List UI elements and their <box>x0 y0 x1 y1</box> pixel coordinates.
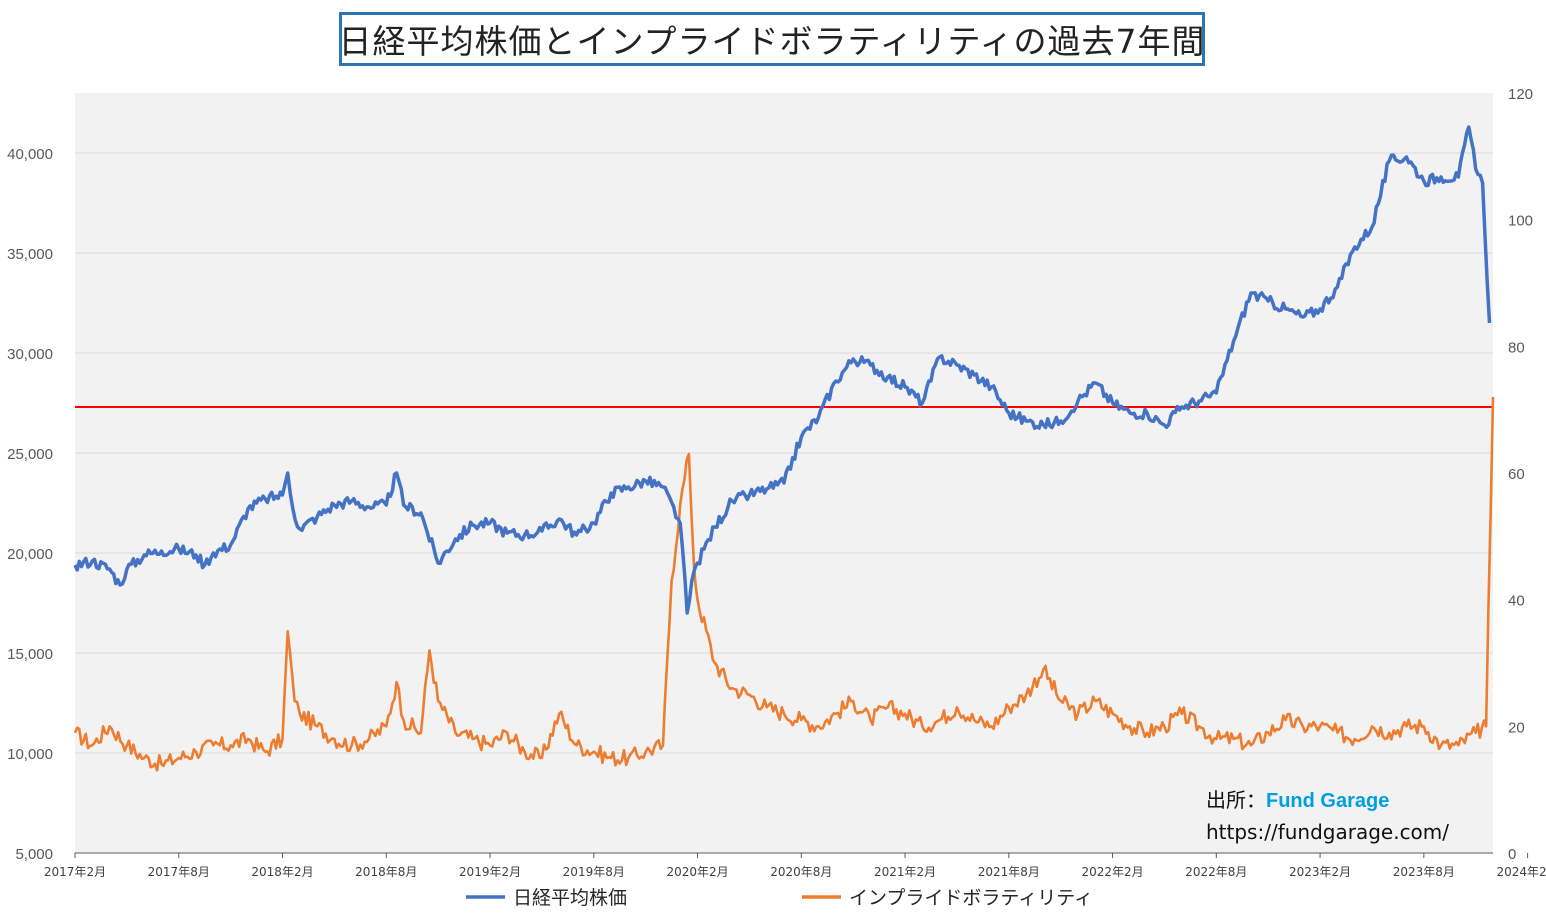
y-right-tick-label: 40 <box>1508 593 1525 610</box>
x-tick-label: 2017年8月 <box>148 865 210 879</box>
x-tick-label: 2021年8月 <box>978 865 1040 879</box>
y-left-tick-label: 15,000 <box>7 646 53 663</box>
source-label: 出所： <box>1206 788 1266 812</box>
legend-label-iv: インプライドボラティリティ <box>849 887 1093 909</box>
x-tick-label: 2020年2月 <box>666 865 728 879</box>
y-left-tick-label: 5,000 <box>15 846 53 863</box>
y-right-tick-label: 0 <box>1508 846 1516 863</box>
y-left-tick-label: 40,000 <box>7 146 53 163</box>
source-line: 出所：Fund Garage <box>1206 784 1389 813</box>
x-tick-label: 2023年2月 <box>1289 865 1351 879</box>
y-left-tick-label: 25,000 <box>7 446 53 463</box>
chart-title: 日経平均株価とインプライドボラティリティの過去7年間 <box>338 12 1205 66</box>
x-tick-label: 2022年2月 <box>1081 865 1143 879</box>
x-tick-label: 2022年8月 <box>1185 865 1247 879</box>
source-url: https://fundgarage.com/ <box>1206 820 1450 844</box>
x-tick-label: 2023年8月 <box>1393 865 1455 879</box>
y-left-tick-label: 20,000 <box>7 546 53 563</box>
x-tick-label: 2017年2月 <box>44 865 106 879</box>
y-left-tick-label: 35,000 <box>7 246 53 263</box>
x-tick-label: 2020年8月 <box>770 865 832 879</box>
source-brand: Fund Garage <box>1266 790 1390 812</box>
y-right-tick-label: 120 <box>1508 86 1533 103</box>
x-tick-label: 2021年2月 <box>874 865 936 879</box>
y-left-tick-label: 10,000 <box>7 746 53 763</box>
y-right-tick-label: 60 <box>1508 466 1525 483</box>
series-line-implied-volatility <box>73 396 1495 772</box>
x-tick-label: 2019年2月 <box>459 865 521 879</box>
x-tick-label: 2018年8月 <box>355 865 417 879</box>
y-right-tick-label: 20 <box>1508 719 1525 736</box>
y-left-tick-label: 30,000 <box>7 346 53 363</box>
series-line-nikkei <box>73 125 1492 615</box>
y-right-tick-label: 80 <box>1508 339 1525 356</box>
x-tick-label: 2019年8月 <box>563 865 625 879</box>
legend-label-nikkei: 日経平均株価 <box>513 887 627 909</box>
y-right-tick-label: 100 <box>1508 213 1533 230</box>
x-tick-label: 2024年2月 <box>1496 865 1546 879</box>
x-tick-label: 2018年2月 <box>251 865 313 879</box>
